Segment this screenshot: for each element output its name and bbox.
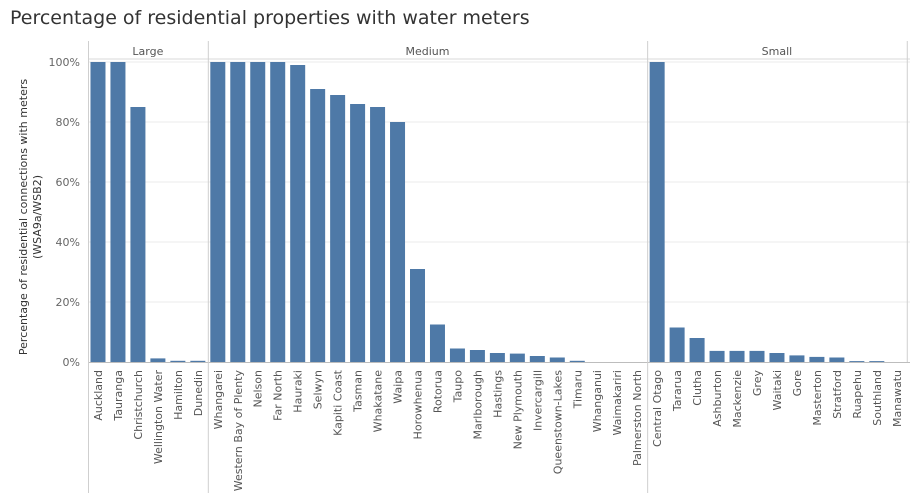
bar bbox=[749, 350, 765, 362]
category-label: Ruapehu bbox=[851, 370, 864, 419]
bar bbox=[509, 353, 525, 362]
gridlines bbox=[88, 61, 910, 303]
bar bbox=[330, 95, 346, 362]
y-tick-label: 100% bbox=[49, 56, 80, 69]
bar bbox=[250, 62, 266, 362]
category-label: Queenstown-Lakes bbox=[551, 370, 564, 474]
y-tick-label: 20% bbox=[56, 296, 80, 309]
category-label: Stratford bbox=[831, 370, 844, 419]
category-label: Horowhenua bbox=[412, 370, 425, 439]
category-label: Selwyn bbox=[312, 370, 325, 409]
y-tick-label: 80% bbox=[56, 116, 80, 129]
category-label: Christchurch bbox=[132, 370, 145, 440]
bar bbox=[549, 357, 565, 362]
category-label: New Plymouth bbox=[511, 370, 524, 449]
category-label: Waipa bbox=[392, 370, 405, 404]
bar bbox=[150, 358, 166, 362]
category-label: Tararua bbox=[671, 370, 684, 412]
group-header-label: Small bbox=[762, 45, 793, 58]
category-label: Central Otago bbox=[651, 370, 664, 447]
bar bbox=[789, 355, 805, 362]
bars bbox=[90, 62, 885, 362]
category-label: Hastings bbox=[491, 370, 504, 418]
bar bbox=[110, 62, 126, 362]
category-label: Whakatane bbox=[372, 370, 385, 433]
bar bbox=[849, 361, 865, 362]
category-label: Waimakariri bbox=[611, 370, 624, 436]
bar bbox=[290, 65, 306, 362]
category-label: Manawatu bbox=[891, 370, 904, 427]
y-tick-label: 0% bbox=[63, 356, 80, 369]
y-tick-label: 40% bbox=[56, 236, 80, 249]
category-label: Nelson bbox=[252, 370, 265, 408]
category-label: Hauraki bbox=[292, 370, 305, 413]
category-label: Waitaki bbox=[771, 370, 784, 410]
category-label: Mackenzie bbox=[731, 370, 744, 428]
category-label: Rotorua bbox=[431, 370, 444, 413]
category-label: Auckland bbox=[92, 370, 105, 421]
category-label: Gore bbox=[791, 370, 804, 397]
chart-title: Percentage of residential properties wit… bbox=[10, 7, 530, 29]
group-header-label: Medium bbox=[405, 45, 449, 58]
bar bbox=[170, 360, 186, 362]
category-label: Tauranga bbox=[112, 370, 125, 422]
category-label: Western Bay of Plenty bbox=[232, 370, 245, 492]
bar bbox=[90, 62, 106, 362]
category-label: Whanganui bbox=[591, 370, 604, 432]
bar bbox=[689, 338, 705, 362]
bar bbox=[230, 62, 246, 362]
bar bbox=[429, 324, 445, 362]
category-label: Hamilton bbox=[172, 370, 185, 420]
bar bbox=[769, 353, 785, 362]
bar bbox=[410, 269, 426, 362]
y-tick-label: 60% bbox=[56, 176, 80, 189]
group-panels bbox=[88, 41, 910, 493]
category-label: Taupo bbox=[451, 370, 464, 404]
bar bbox=[310, 89, 326, 362]
group-header-label: Large bbox=[132, 45, 163, 58]
category-label: Palmerston North bbox=[631, 370, 644, 466]
category-label: Far North bbox=[272, 370, 285, 421]
bar bbox=[130, 107, 146, 362]
category-label: Kapiti Coast bbox=[332, 369, 345, 436]
bar bbox=[350, 104, 366, 362]
bar bbox=[190, 360, 206, 362]
category-label: Wellington Water bbox=[152, 370, 165, 465]
bar bbox=[829, 357, 845, 362]
category-label: Dunedin bbox=[192, 370, 205, 416]
bar bbox=[270, 62, 286, 362]
bar bbox=[390, 122, 406, 362]
bar bbox=[709, 350, 725, 362]
category-label: Masterton bbox=[811, 370, 824, 426]
category-label: Timaru bbox=[571, 370, 584, 409]
bar bbox=[370, 107, 386, 362]
y-axis-title: Percentage of residential connections wi… bbox=[17, 79, 44, 355]
bar bbox=[649, 62, 665, 362]
bar bbox=[669, 327, 685, 362]
category-label: Southland bbox=[871, 370, 884, 426]
category-label: Whangarei bbox=[212, 370, 225, 429]
bar bbox=[469, 350, 485, 362]
category-label: Clutha bbox=[691, 370, 704, 406]
bar bbox=[869, 361, 885, 362]
bar bbox=[449, 348, 465, 362]
labels: 0% 20% 40% 60% 80% 100% Percentage of resident… bbox=[17, 45, 904, 491]
category-label: Tasman bbox=[352, 370, 365, 413]
category-label: Ashburton bbox=[711, 370, 724, 427]
category-label: Grey bbox=[751, 370, 764, 397]
bar bbox=[729, 350, 745, 362]
category-label: Marlborough bbox=[471, 370, 484, 439]
bar bbox=[809, 356, 825, 362]
bar bbox=[569, 360, 585, 362]
bar bbox=[529, 356, 545, 362]
bar bbox=[489, 353, 505, 362]
bar bbox=[210, 62, 226, 362]
category-label: Invercargill bbox=[531, 370, 544, 431]
